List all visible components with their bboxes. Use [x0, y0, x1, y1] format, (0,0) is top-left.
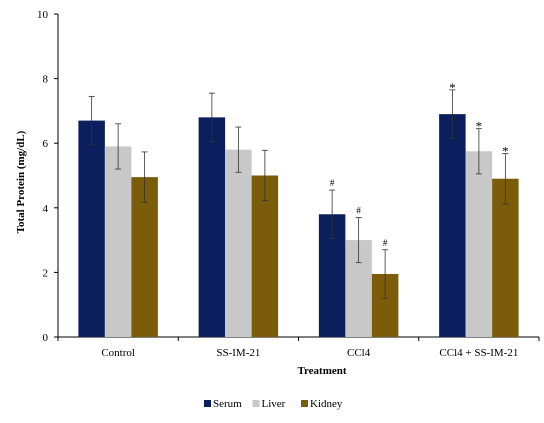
legend-swatch-serum: [204, 400, 211, 407]
significance-marker: #: [356, 205, 361, 215]
y-tick-label: 8: [43, 74, 49, 86]
bar-kidney: [251, 175, 279, 337]
significance-marker: #: [383, 238, 388, 248]
x-axis-title: Treatment: [297, 365, 346, 377]
bar-liver: [465, 151, 493, 337]
x-tick-label: SS-IM-21: [216, 347, 260, 359]
x-tick-label: CCl4: [347, 347, 371, 359]
significance-marker: *: [502, 144, 509, 159]
y-tick-label: 2: [43, 267, 49, 279]
bar-liver: [104, 146, 132, 337]
bar-kidney: [131, 177, 158, 337]
legend-swatch-liver: [252, 400, 260, 407]
bar-serum: [439, 114, 466, 337]
legend-label-liver: Liver: [262, 398, 286, 410]
y-tick-label: 4: [43, 203, 49, 215]
legend-swatch-kidney: [301, 400, 308, 407]
y-tick-label: 6: [43, 138, 49, 150]
bar-liver: [225, 149, 252, 337]
bar-serum: [198, 117, 226, 337]
y-tick-label: 10: [37, 9, 49, 21]
significance-marker: #: [330, 178, 335, 188]
plot-area: 0 2 4 6 8 10 Control SS-IM-21 CCl4 CCl4 + SS-IM-2…: [37, 9, 540, 359]
legend: Serum Liver Kidney: [204, 398, 343, 410]
y-tick-label: 0: [43, 332, 49, 344]
legend-label-serum: Serum: [213, 398, 242, 410]
significance-marker: *: [449, 80, 456, 95]
y-axis-title: Total Protein (mg/dL): [15, 130, 27, 233]
legend-label-kidney: Kidney: [310, 398, 343, 410]
x-tick-label: CCl4 + SS-IM-21: [439, 347, 518, 359]
y-axis-title-group: Total Protein (mg/dL): [15, 130, 27, 233]
significance-marker: *: [476, 119, 483, 134]
bar-serum: [78, 120, 105, 337]
x-tick-label: Control: [101, 347, 135, 359]
bar-kidney: [492, 178, 519, 337]
